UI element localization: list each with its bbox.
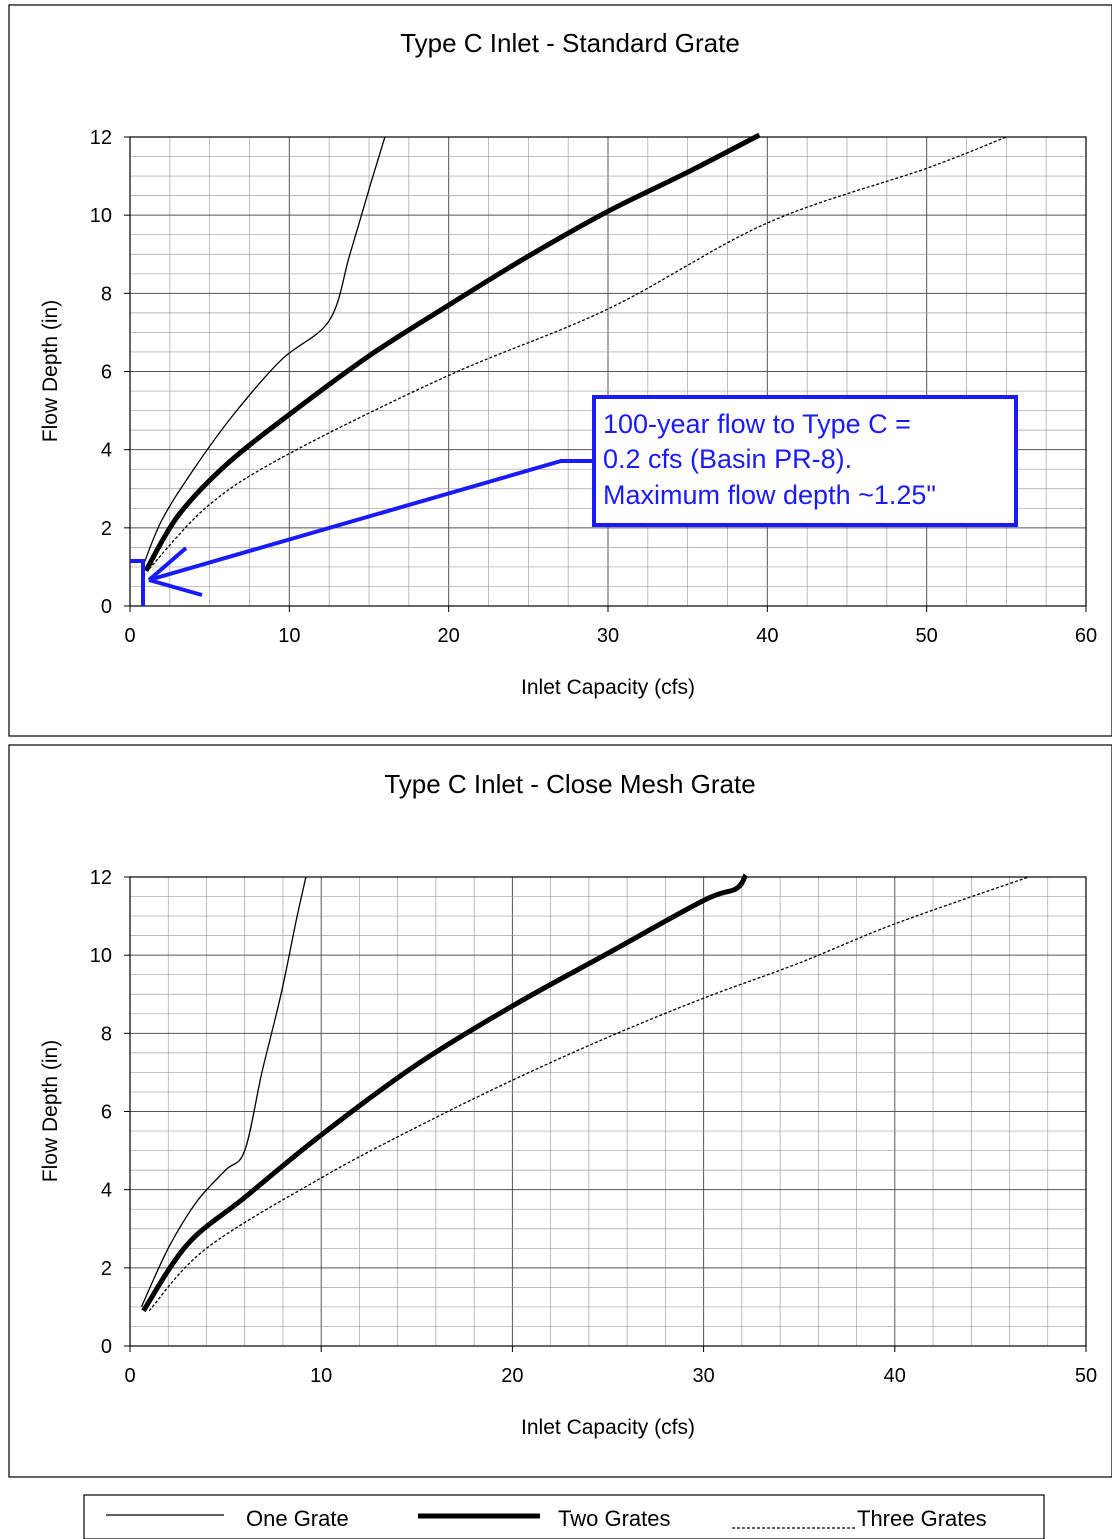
series-line-two-grates <box>141 873 748 1313</box>
y-tick-label: 4 <box>101 1180 112 1202</box>
x-tick-label: 10 <box>278 625 300 647</box>
panel-frame <box>8 4 1112 737</box>
annotation-arrowhead-upper <box>147 546 188 582</box>
y-tick-label: 4 <box>101 440 112 462</box>
x-tick-label: 20 <box>501 1365 523 1387</box>
legend-label-two-grates: Two Grates <box>558 1506 670 1531</box>
x-tick-label: 50 <box>916 625 938 647</box>
legend-label-three-grates: Three Grates <box>857 1506 987 1531</box>
chart-title: Type C Inlet - Standard Grate <box>400 28 740 58</box>
plot-area-border <box>129 136 1087 607</box>
y-tick-label: 12 <box>90 867 112 889</box>
y-tick-label: 6 <box>101 1102 112 1124</box>
legend-label-one-grate: One Grate <box>246 1506 349 1531</box>
x-tick-label: 40 <box>756 625 778 647</box>
annotation-box <box>592 395 1018 527</box>
y-tick-label: 8 <box>101 283 112 305</box>
annotation-depth-marker <box>130 559 145 606</box>
series-line-three-grates <box>148 136 1007 570</box>
x-tick-label: 0 <box>124 625 135 647</box>
annotation-arrowhead-lower <box>148 578 203 597</box>
annotation-line-1: 100-year flow to Type C = <box>603 409 911 439</box>
series-line-two-grates <box>143 132 761 573</box>
x-tick-label: 60 <box>1075 625 1097 647</box>
plot-area-border <box>129 876 1087 1347</box>
chart-grid <box>129 876 1087 1347</box>
legend: One Grate Two Grates Three Grates <box>83 1494 1045 1539</box>
legend-frame <box>83 1494 1045 1539</box>
y-tick-label: 6 <box>101 362 112 384</box>
y-axis-label: Flow Depth (in) <box>39 300 62 442</box>
y-tick-label: 12 <box>90 127 112 149</box>
chart-series <box>140 873 1029 1313</box>
x-tick-label: 10 <box>310 1365 332 1387</box>
y-tick-label: 10 <box>90 205 112 227</box>
y-axis-label: Flow Depth (in) <box>39 1040 62 1182</box>
x-axis-label: Inlet Capacity (cfs) <box>521 676 695 699</box>
annotation-line-3: Maximum flow depth ~1.25" <box>603 480 936 510</box>
annotation-line-2: 0.2 cfs (Basin PR-8). <box>603 444 852 474</box>
x-axis-label: Inlet Capacity (cfs) <box>521 1416 695 1439</box>
chart-panel-close-mesh-grate: Type C Inlet - Close Mesh Grate 0 10 20 30 4… <box>8 744 1112 1478</box>
axis-ticks: 0 10 20 30 40 50 60 0 2 4 6 8 10 12 <box>90 127 1097 647</box>
y-tick-label: 0 <box>101 1336 112 1358</box>
x-tick-label: 20 <box>438 625 460 647</box>
x-tick-label: 40 <box>884 1365 906 1387</box>
annotation: 100-year flow to Type C = 0.2 cfs (Basin… <box>130 395 1018 606</box>
annotation-leader-line <box>148 459 594 582</box>
chart-series <box>142 132 1007 573</box>
series-line-one-grate <box>142 136 386 568</box>
axis-ticks: 0 10 20 30 40 50 0 2 4 6 8 10 12 <box>90 867 1097 1387</box>
x-tick-label: 50 <box>1075 1365 1097 1387</box>
y-tick-label: 10 <box>90 945 112 967</box>
chart-title: Type C Inlet - Close Mesh Grate <box>384 769 755 799</box>
series-line-one-grate <box>140 876 307 1308</box>
series-line-three-grates <box>148 876 1029 1312</box>
x-tick-label: 30 <box>597 625 619 647</box>
y-tick-label: 8 <box>101 1023 112 1045</box>
y-tick-label: 2 <box>101 518 112 540</box>
x-tick-label: 30 <box>692 1365 714 1387</box>
y-tick-label: 2 <box>101 1258 112 1280</box>
x-tick-label: 0 <box>124 1365 135 1387</box>
y-tick-label: 0 <box>101 596 112 618</box>
chart-panel-standard-grate: Type C Inlet - Standard Grate 0 10 20 30 40 5… <box>8 4 1112 737</box>
